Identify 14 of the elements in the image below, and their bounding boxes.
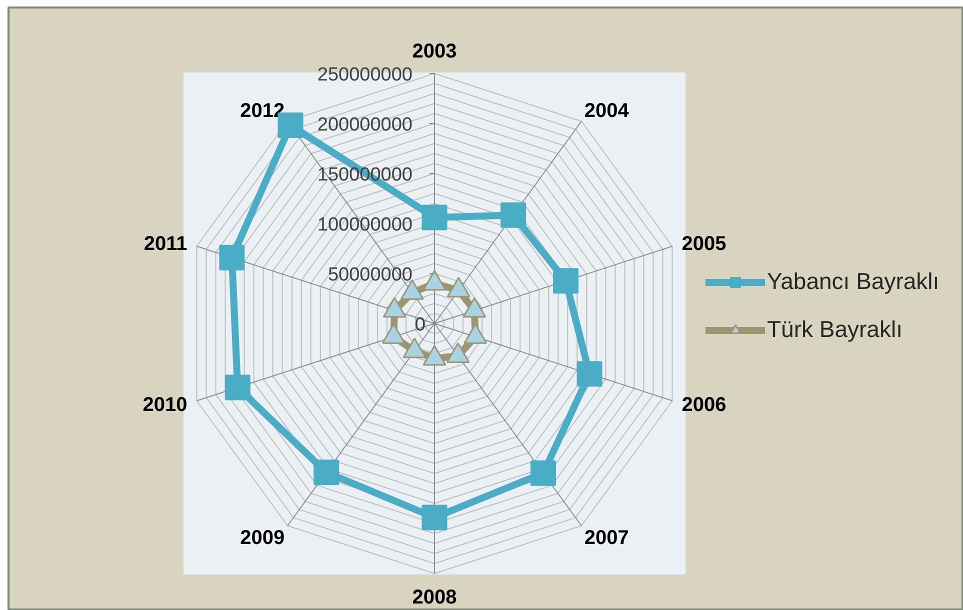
spoke-label: 2011 — [144, 233, 188, 256]
spoke-label: 2010 — [142, 394, 188, 416]
spoke-label: 2005 — [682, 233, 726, 256]
y-tick-label: 250000000 — [317, 64, 413, 86]
spoke-label: 2006 — [682, 394, 726, 416]
y-tick-label: 200000000 — [317, 114, 413, 136]
legend-label: Yabancı Bayraklı — [767, 268, 940, 295]
spoke-label: 2012 — [240, 100, 285, 122]
spoke-label: 2003 — [412, 40, 457, 62]
spoke-label: 2008 — [412, 586, 457, 608]
spoke-label: 2004 — [584, 100, 630, 122]
spoke-label: 2007 — [584, 526, 629, 549]
legend-label: Türk Bayraklı — [767, 316, 902, 343]
spoke-label: 2009 — [240, 526, 285, 549]
